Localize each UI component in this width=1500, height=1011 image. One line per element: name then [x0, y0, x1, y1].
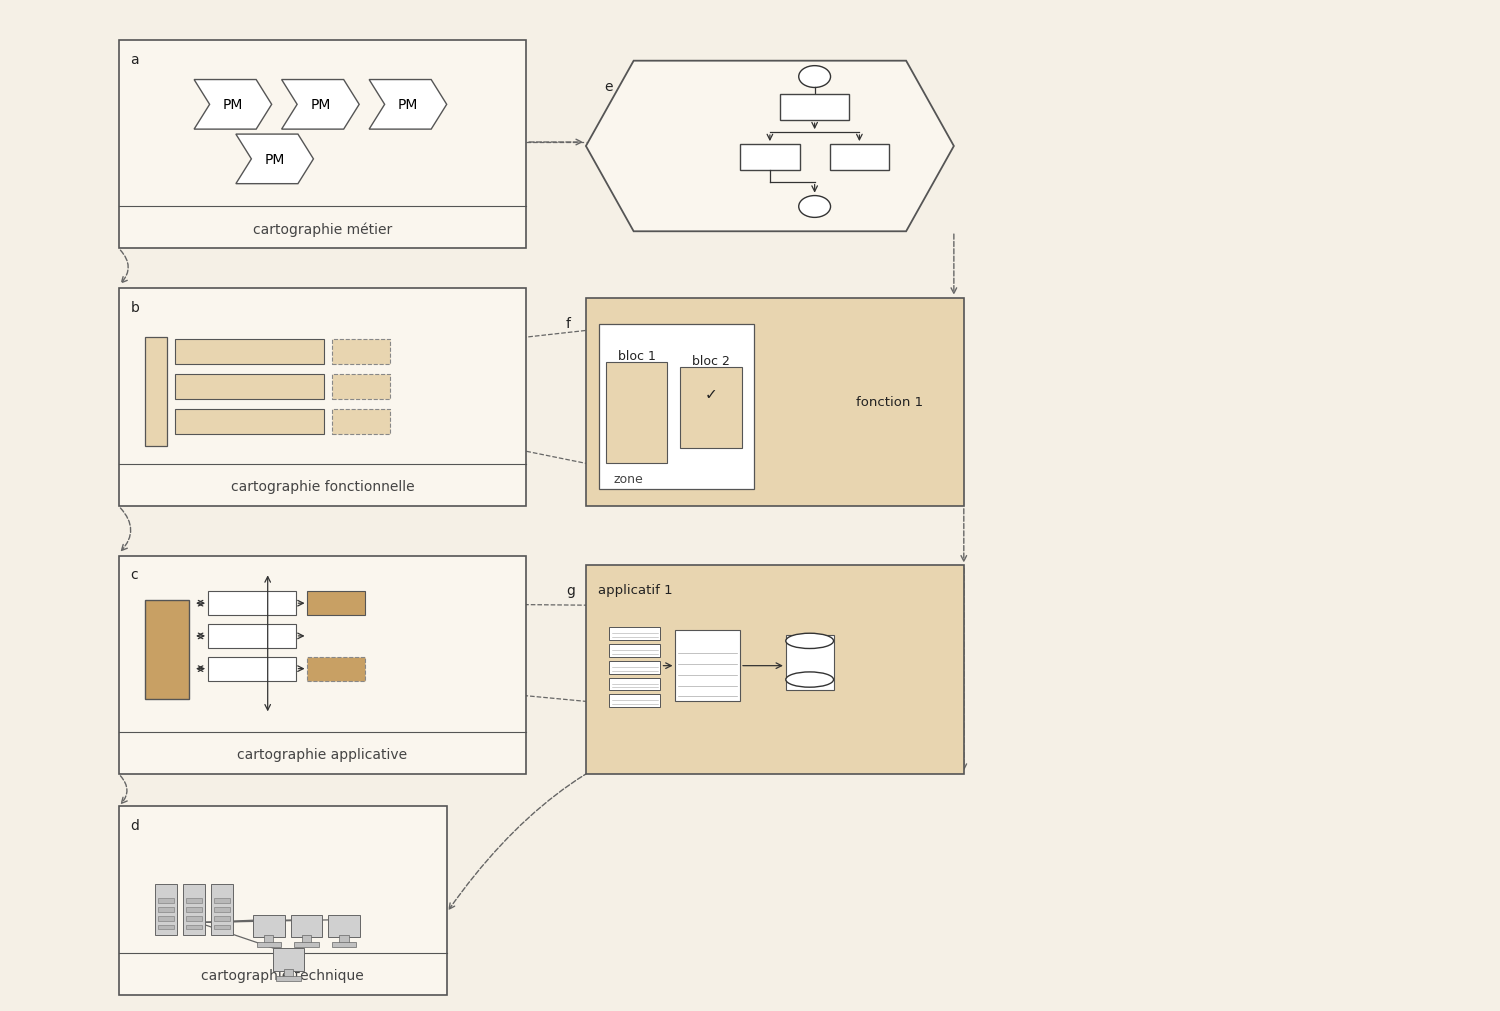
Bar: [609, 695, 660, 708]
Bar: [308, 591, 364, 616]
Bar: [302, 935, 312, 945]
Ellipse shape: [786, 672, 834, 687]
Text: applicatif 1: applicatif 1: [598, 583, 672, 596]
Bar: [186, 916, 202, 921]
Text: d: d: [130, 819, 140, 833]
Bar: [586, 566, 964, 774]
Text: bloc 2: bloc 2: [693, 355, 730, 368]
Bar: [176, 340, 324, 365]
Bar: [214, 925, 230, 929]
Bar: [332, 942, 357, 947]
Text: e: e: [604, 80, 612, 93]
Bar: [609, 644, 660, 657]
Bar: [333, 375, 390, 399]
Polygon shape: [586, 62, 954, 233]
Bar: [211, 884, 232, 935]
Bar: [786, 635, 834, 691]
Bar: [209, 625, 296, 648]
Bar: [159, 898, 174, 903]
Bar: [284, 970, 294, 979]
Text: ✓: ✓: [705, 387, 717, 402]
Bar: [146, 601, 189, 700]
Bar: [186, 925, 202, 929]
Bar: [740, 145, 800, 171]
Bar: [273, 948, 304, 972]
Text: PM: PM: [398, 98, 418, 112]
Text: b: b: [130, 300, 140, 314]
Bar: [291, 915, 322, 937]
Text: c: c: [130, 568, 138, 582]
Ellipse shape: [798, 196, 831, 218]
Ellipse shape: [786, 634, 834, 649]
Bar: [118, 556, 526, 774]
Bar: [308, 657, 364, 680]
Polygon shape: [282, 81, 358, 130]
Bar: [264, 935, 273, 945]
Polygon shape: [236, 134, 314, 184]
Text: bloc 1: bloc 1: [618, 350, 656, 363]
Text: g: g: [566, 583, 574, 598]
Text: cartographie applicative: cartographie applicative: [237, 747, 408, 761]
Bar: [159, 925, 174, 929]
Bar: [254, 915, 285, 937]
Bar: [186, 898, 202, 903]
Text: PM: PM: [222, 98, 243, 112]
Text: f: f: [566, 316, 572, 331]
Bar: [609, 661, 660, 674]
Text: PM: PM: [264, 153, 285, 167]
Bar: [333, 340, 390, 365]
Bar: [183, 884, 206, 935]
Polygon shape: [194, 81, 272, 130]
Bar: [780, 95, 849, 121]
Bar: [681, 368, 742, 449]
Bar: [333, 409, 390, 434]
Bar: [214, 898, 230, 903]
Bar: [276, 977, 300, 981]
Bar: [830, 145, 890, 171]
Text: a: a: [130, 53, 140, 67]
Bar: [214, 916, 230, 921]
Bar: [118, 288, 526, 507]
Bar: [146, 338, 168, 447]
Bar: [256, 942, 280, 947]
Bar: [118, 40, 526, 249]
Bar: [176, 375, 324, 399]
Bar: [159, 907, 174, 912]
Text: cartographie fonctionnelle: cartographie fonctionnelle: [231, 479, 414, 493]
Bar: [118, 807, 447, 995]
Text: zone: zone: [614, 473, 644, 485]
Text: cartographie technique: cartographie technique: [201, 969, 364, 982]
Bar: [609, 678, 660, 691]
Bar: [586, 298, 964, 507]
Text: cartographie métier: cartographie métier: [254, 221, 392, 237]
Bar: [294, 942, 318, 947]
Bar: [598, 326, 754, 489]
Bar: [209, 657, 296, 680]
Text: fonction 1: fonction 1: [855, 396, 922, 409]
Bar: [176, 409, 324, 434]
Bar: [609, 628, 660, 640]
Bar: [214, 907, 230, 912]
Text: PM: PM: [310, 98, 330, 112]
Ellipse shape: [798, 67, 831, 88]
Bar: [156, 884, 177, 935]
Bar: [328, 915, 360, 937]
Bar: [606, 363, 668, 464]
Bar: [209, 591, 296, 616]
Bar: [675, 630, 740, 702]
Bar: [159, 916, 174, 921]
Bar: [186, 907, 202, 912]
Bar: [339, 935, 350, 945]
Polygon shape: [369, 81, 447, 130]
